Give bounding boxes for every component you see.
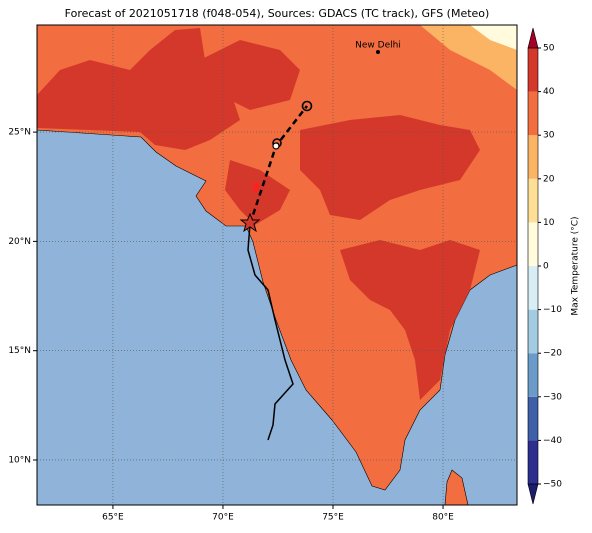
track-point (272, 142, 280, 150)
colorbar-bin (528, 222, 538, 266)
colorbar-tick-label: 20 (543, 174, 555, 184)
y-tick-label: 15°N (8, 346, 31, 356)
cool-area (420, 25, 517, 90)
grid (33, 25, 517, 509)
colorbar-bin (528, 48, 538, 92)
colorbar-bin (528, 266, 538, 310)
colorbar-tick-label: 50 (543, 44, 555, 54)
cold-area (470, 25, 517, 50)
map-area: New Delhi (33, 24, 518, 509)
title: Forecast of 2021051718 (f048-054), Sourc… (65, 7, 490, 20)
colorbar-tick-label: −40 (543, 436, 562, 446)
colorbar-tick-label: −20 (543, 349, 562, 359)
colorbar-tick-label: 10 (543, 218, 555, 228)
colorbar-tick-label: −10 (543, 305, 562, 315)
y-tick-label: 25°N (8, 128, 31, 138)
x-tick-label: 80°E (432, 513, 454, 523)
x-tick-label: 75°E (322, 513, 344, 523)
city-marker (376, 50, 380, 54)
y-tick-label: 20°N (8, 237, 31, 247)
colorbar-tick-label: −30 (543, 392, 562, 402)
colorbar-bin (528, 396, 538, 441)
colorbar-label: Max Temperature (°C) (571, 216, 581, 315)
hot-areas (37, 28, 480, 400)
track-point (253, 182, 259, 192)
colorbar-tick-label: −50 (543, 480, 562, 490)
colorbar-bin (528, 353, 538, 397)
colorbar: −50 −40 −30 −20 −10 0 10 20 30 40 50 (527, 27, 562, 505)
past-track (247, 223, 294, 441)
track-point (301, 100, 313, 112)
colorbar-bin (528, 91, 538, 136)
colorbar-bin (528, 440, 538, 484)
colorbar-tick-label: 30 (543, 131, 555, 141)
colorbar-extend (527, 483, 539, 505)
x-tick-label: 65°E (102, 513, 124, 523)
y-tick-label: 10°N (8, 455, 31, 465)
x-tick-label: 70°E (212, 513, 234, 523)
colorbar-bin (528, 309, 538, 354)
map-frame (36, 24, 518, 506)
city-label: New Delhi (355, 41, 401, 51)
colorbar-extend (527, 27, 539, 49)
cyclone-position (239, 212, 261, 233)
colorbar-bin (528, 135, 538, 179)
colorbar-tick-label: 40 (543, 87, 555, 97)
colorbar-bin (528, 178, 538, 223)
colorbar-tick-label: 0 (543, 262, 549, 272)
